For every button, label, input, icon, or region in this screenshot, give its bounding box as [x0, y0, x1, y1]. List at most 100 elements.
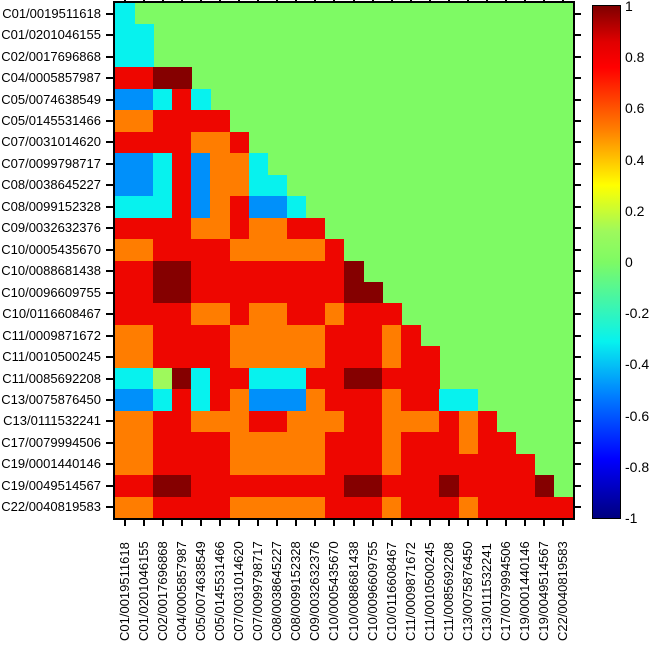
heatmap-cell: [134, 45, 154, 68]
y-tick-label: C08/0038645227: [1, 177, 101, 193]
heatmap-cell: [134, 24, 154, 47]
axis-tick: [106, 98, 113, 101]
axis-tick: [180, 0, 183, 2]
axis-tick: [106, 77, 113, 80]
heatmap-cell: [305, 410, 326, 433]
x-tick-label: C10/0116608467: [383, 542, 399, 641]
heatmap-cell: [229, 196, 250, 219]
axis-tick: [106, 291, 113, 294]
heatmap-cell: [229, 174, 250, 197]
heatmap-cell: [134, 88, 154, 111]
axis-tick: [106, 313, 113, 316]
axis-tick: [180, 520, 183, 526]
heatmap-cell: [115, 67, 135, 90]
heatmap-cell: [172, 367, 192, 390]
x-tick-label: C10/0005435670: [326, 541, 342, 641]
heatmap-cell: [248, 260, 269, 283]
heatmap-cell: [210, 346, 230, 369]
axis-tick: [106, 248, 113, 251]
heatmap-cell: [267, 453, 288, 476]
x-tick-label: C01/0201046155: [135, 541, 151, 641]
axis-tick: [106, 12, 113, 15]
heatmap-cell: [115, 410, 135, 433]
heatmap-cell: [515, 453, 536, 476]
heatmap-cell: [191, 217, 211, 240]
x-tick-label: C13/0075876450: [460, 541, 476, 641]
axis-tick: [371, 520, 374, 526]
x-tick-label: C02/0017696868: [154, 541, 170, 641]
colorbar-tick-label: 0.4: [625, 151, 645, 168]
heatmap-cell: [477, 410, 498, 433]
heatmap-cell: [115, 260, 135, 283]
heatmap-cell: [134, 303, 154, 326]
heatmap-cell: [382, 410, 402, 433]
heatmap-cell: [115, 196, 135, 219]
heatmap-cell: [172, 475, 192, 498]
heatmap-cell: [191, 496, 211, 519]
heatmap-cell: [363, 281, 383, 304]
heatmap-cell: [229, 367, 250, 390]
x-tick-label: C19/0049514567: [536, 541, 552, 641]
heatmap-cell: [267, 217, 288, 240]
heatmap-cell: [134, 496, 154, 519]
heatmap-cell: [172, 281, 192, 304]
heatmap-cell: [267, 410, 288, 433]
heatmap-cell: [153, 432, 173, 455]
heatmap-cell: [305, 496, 326, 519]
axis-tick: [575, 441, 581, 444]
heatmap-cell: [134, 67, 154, 90]
heatmap-cell: [267, 239, 288, 261]
axis-tick: [106, 270, 113, 273]
heatmap-cell: [210, 410, 230, 433]
axis-tick: [106, 184, 113, 187]
heatmap-cell: [515, 475, 536, 498]
heatmap-cell: [134, 174, 154, 197]
heatmap-cell: [191, 475, 211, 498]
heatmap-cell: [153, 281, 173, 304]
axis-tick: [123, 0, 126, 2]
heatmap-cell: [401, 432, 421, 455]
heatmap-cell: [458, 432, 479, 455]
heatmap-cell: [191, 88, 211, 111]
x-tick-label: C08/0038645227: [269, 541, 285, 641]
colorbar-tick-label: 0.8: [625, 49, 645, 66]
axis-tick: [575, 420, 581, 423]
axis-tick: [524, 0, 527, 2]
heatmap-cell: [363, 346, 383, 369]
heatmap-cell: [210, 389, 230, 412]
axis-tick: [106, 34, 113, 37]
heatmap-cell: [324, 389, 345, 412]
heatmap-cell: [420, 346, 440, 369]
heatmap-cell: [134, 281, 154, 304]
axis-tick: [352, 520, 355, 526]
heatmap-cell: [153, 131, 173, 154]
axis-tick: [106, 162, 113, 165]
heatmap-cell: [439, 389, 459, 412]
axis-tick: [257, 0, 260, 2]
heatmap-cell: [134, 346, 154, 369]
heatmap-cell: [496, 453, 517, 476]
axis-tick: [575, 55, 581, 58]
heatmap-cell: [324, 453, 345, 476]
y-tick-label: C01/0019511618: [2, 5, 101, 21]
heatmap-cell: [172, 110, 192, 133]
axis-tick: [575, 356, 581, 359]
heatmap-cell: [191, 303, 211, 326]
heatmap-cell: [115, 432, 135, 455]
axis-tick: [428, 0, 431, 2]
y-tick-label: C11/0085692208: [2, 370, 101, 386]
x-tick-label: C22/0040819583: [555, 541, 571, 641]
axis-tick: [106, 398, 113, 401]
heatmap-cell: [458, 410, 479, 433]
axis-tick: [428, 520, 431, 526]
axis-tick: [161, 520, 164, 526]
heatmap-cell: [115, 217, 135, 240]
y-tick-label: C01/0201046155: [1, 27, 101, 43]
y-tick-label: C17/0079994506: [1, 434, 101, 450]
heatmap-cell: [305, 475, 326, 498]
heatmap-cell: [344, 260, 364, 283]
axis-tick: [106, 377, 113, 380]
heatmap-cell: [172, 324, 192, 347]
heatmap-cell: [344, 475, 364, 498]
heatmap-cell: [191, 346, 211, 369]
